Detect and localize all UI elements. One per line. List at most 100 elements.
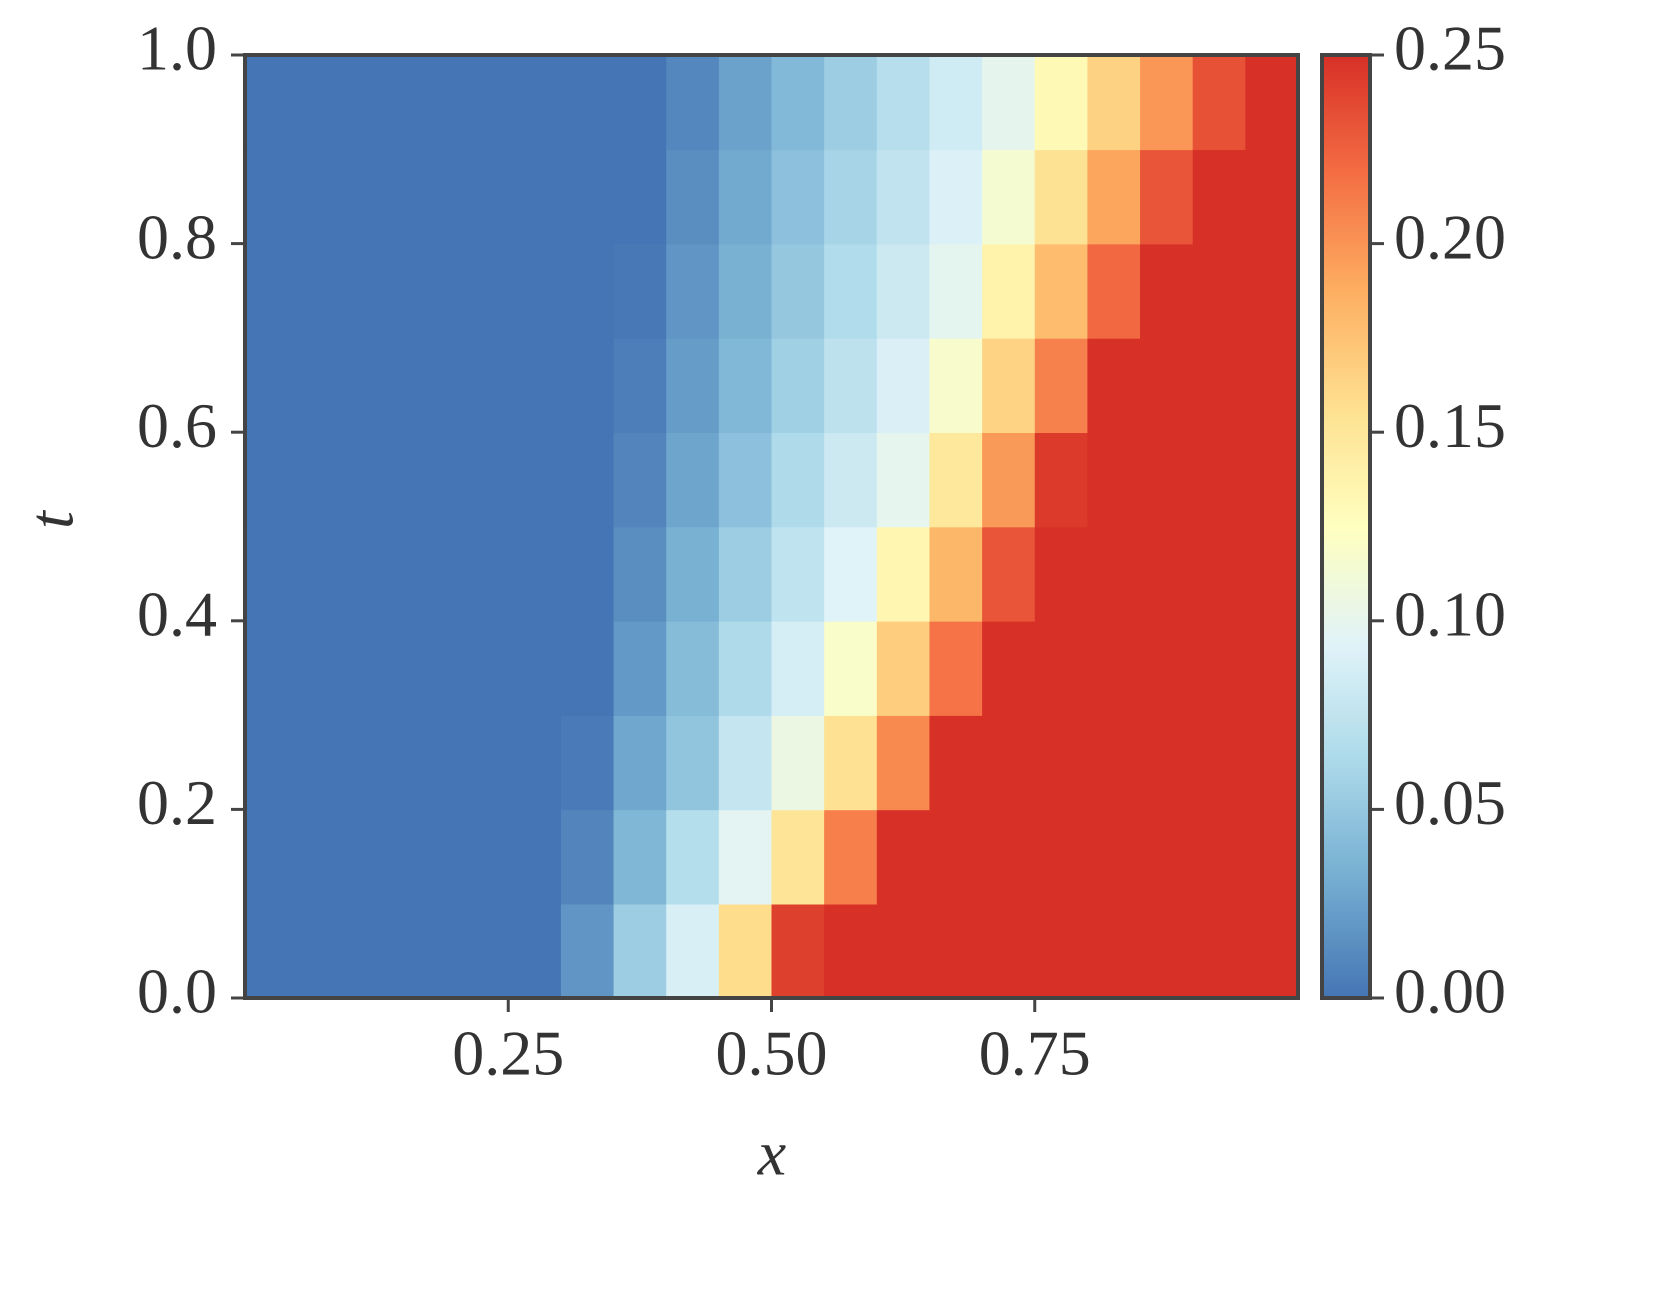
heat-cell [824,243,878,339]
heat-cell [718,149,773,245]
heat-cell [1192,903,1247,999]
heat-cell [1192,337,1247,433]
heat-cell [1192,809,1247,905]
heat-cell [824,337,878,433]
heat-cell [666,903,720,999]
colorbar-tick-label: 0.10 [1394,578,1506,649]
heat-cell [982,337,1036,433]
heat-cell [245,620,299,716]
heat-cell [718,809,773,905]
heat-cell [1087,620,1141,716]
heat-cell [245,337,299,433]
heat-cell [350,809,404,905]
heat-cell [402,55,457,151]
heat-cell [1245,526,1299,622]
y-axis-label: t [16,509,87,529]
heat-cell [982,903,1036,999]
heat-cell [560,620,615,716]
heat-cell [455,715,510,811]
heat-cell [771,337,825,433]
x-axis-label: x [757,1118,786,1189]
heat-cell [718,55,773,151]
heat-cell [982,149,1036,245]
heat-cell [613,526,667,622]
heat-cell [508,620,562,716]
heat-cell [1087,149,1141,245]
heat-cell [876,55,931,151]
heatmap-cells [245,55,1299,999]
colorbar-tick-label: 0.20 [1394,201,1506,272]
heat-cell [1140,432,1194,528]
heat-cell [402,243,457,339]
x-tick-label: 0.75 [979,1018,1091,1089]
heat-cell [560,149,615,245]
heat-cell [508,337,562,433]
heat-cell [613,337,667,433]
heat-cell [876,903,931,999]
heat-cell [350,337,404,433]
heat-cell [245,809,299,905]
y-tick-label: 1.0 [137,13,217,84]
heat-cell [1034,149,1089,245]
heat-cell [1245,432,1299,528]
heat-cell [771,715,825,811]
heat-cell [666,337,720,433]
heat-cell [771,243,825,339]
heat-cell [771,903,825,999]
heat-cell [297,526,352,622]
heat-cell [1034,620,1089,716]
heat-cell [929,55,983,151]
heat-cell [245,432,299,528]
heat-cell [350,715,404,811]
heat-cell [350,55,404,151]
heat-cell [929,337,983,433]
heat-cell [508,55,562,151]
heat-cell [876,809,931,905]
heat-cell [402,620,457,716]
heat-cell [297,903,352,999]
heat-cell [1087,337,1141,433]
heat-cell [1192,55,1247,151]
heat-cell [297,337,352,433]
heat-cell [297,809,352,905]
heat-cell [1245,903,1299,999]
heat-cell [1087,903,1141,999]
heat-cell [1245,337,1299,433]
heat-cell [771,620,825,716]
heat-cell [982,809,1036,905]
heat-cell [929,809,983,905]
heat-cell [560,809,615,905]
heat-cell [929,243,983,339]
heat-cell [929,432,983,528]
heat-cell [982,620,1036,716]
heat-cell [613,55,667,151]
heat-cell [1192,432,1247,528]
heat-cell [1087,715,1141,811]
heat-cell [245,715,299,811]
heat-cell [1192,715,1247,811]
heat-cell [1034,55,1089,151]
heat-cell [560,903,615,999]
heat-cell [929,526,983,622]
heat-cell [824,149,878,245]
y-tick-label: 0.0 [137,956,217,1027]
heat-cell [350,432,404,528]
heat-cell [402,337,457,433]
heat-cell [560,715,615,811]
heat-cell [824,620,878,716]
heat-cell [1087,432,1141,528]
heat-cell [718,337,773,433]
heat-cell [245,149,299,245]
heat-cell [1034,715,1089,811]
heat-cell [982,243,1036,339]
heat-cell [402,715,457,811]
heat-cell [613,715,667,811]
heat-cell [613,903,667,999]
heat-cell [297,432,352,528]
heat-cell [1192,526,1247,622]
heat-cell [297,620,352,716]
heat-cell [297,149,352,245]
heat-cell [1140,337,1194,433]
heat-cell [876,432,931,528]
